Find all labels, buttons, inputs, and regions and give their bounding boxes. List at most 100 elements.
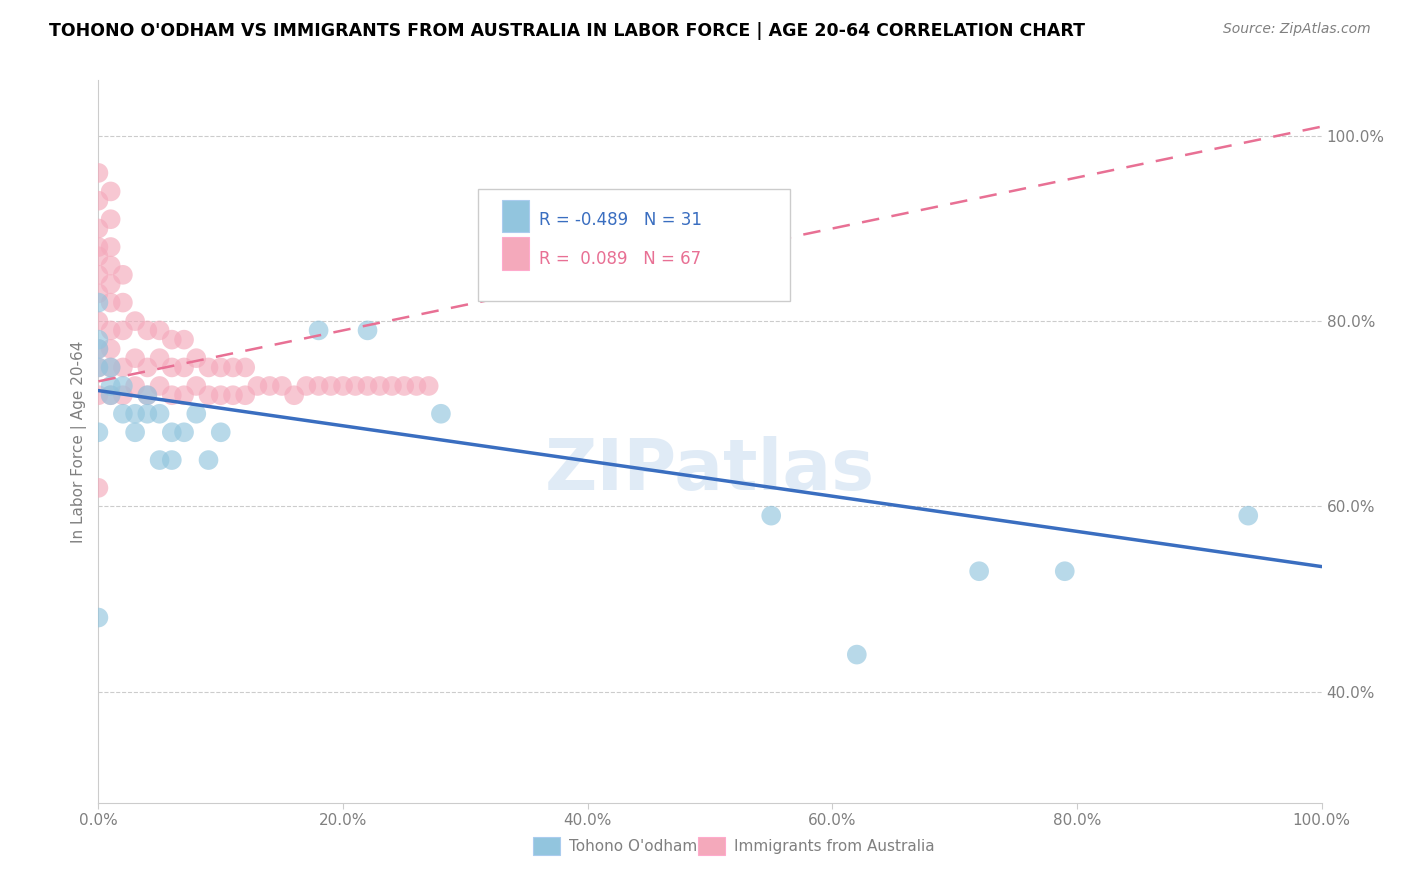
Point bbox=[149, 453, 172, 467]
Point bbox=[197, 388, 219, 402]
Point bbox=[100, 379, 122, 393]
Point bbox=[100, 240, 122, 254]
Point bbox=[308, 323, 330, 337]
Point bbox=[124, 314, 146, 328]
Point bbox=[149, 379, 172, 393]
Point bbox=[233, 388, 256, 402]
Point bbox=[160, 388, 183, 402]
Point bbox=[124, 351, 146, 366]
Point bbox=[100, 323, 122, 337]
Text: R = -0.489   N = 31: R = -0.489 N = 31 bbox=[538, 211, 702, 228]
Point bbox=[160, 360, 183, 375]
Point bbox=[149, 351, 172, 366]
Point bbox=[308, 379, 330, 393]
Point bbox=[87, 360, 110, 375]
Bar bbox=[533, 838, 560, 855]
Point bbox=[186, 379, 208, 393]
Point bbox=[209, 425, 232, 440]
Point bbox=[173, 425, 195, 440]
Point bbox=[100, 185, 122, 199]
Point bbox=[87, 481, 110, 495]
Point bbox=[87, 425, 110, 440]
Point bbox=[136, 360, 159, 375]
Point bbox=[87, 333, 110, 347]
Point bbox=[111, 360, 134, 375]
Point bbox=[149, 407, 172, 421]
Point bbox=[173, 388, 195, 402]
Point bbox=[87, 166, 110, 180]
Point bbox=[136, 407, 159, 421]
Point bbox=[259, 379, 281, 393]
Point bbox=[270, 379, 294, 393]
Y-axis label: In Labor Force | Age 20-64: In Labor Force | Age 20-64 bbox=[72, 341, 87, 542]
Point bbox=[136, 388, 159, 402]
Point bbox=[368, 379, 391, 393]
Point bbox=[186, 407, 208, 421]
FancyBboxPatch shape bbox=[478, 189, 790, 301]
Point bbox=[100, 295, 122, 310]
Point bbox=[87, 221, 110, 235]
Point bbox=[222, 388, 245, 402]
Point bbox=[160, 453, 183, 467]
Point bbox=[136, 323, 159, 337]
Point bbox=[87, 360, 110, 375]
Point bbox=[111, 379, 134, 393]
Point bbox=[111, 323, 134, 337]
Point bbox=[160, 425, 183, 440]
Point bbox=[111, 295, 134, 310]
Text: Immigrants from Australia: Immigrants from Australia bbox=[734, 838, 935, 854]
Bar bbox=[697, 838, 724, 855]
Point bbox=[100, 360, 122, 375]
Point bbox=[405, 379, 427, 393]
Point bbox=[356, 323, 378, 337]
Point bbox=[87, 240, 110, 254]
Point bbox=[222, 360, 245, 375]
Point bbox=[283, 388, 305, 402]
Text: Tohono O'odham: Tohono O'odham bbox=[569, 838, 697, 854]
Point bbox=[967, 564, 990, 578]
Point bbox=[246, 379, 269, 393]
Point bbox=[87, 610, 110, 624]
Point bbox=[87, 388, 110, 402]
Point bbox=[173, 333, 195, 347]
Point bbox=[87, 249, 110, 263]
Point bbox=[100, 277, 122, 291]
Point bbox=[136, 388, 159, 402]
Text: TOHONO O'ODHAM VS IMMIGRANTS FROM AUSTRALIA IN LABOR FORCE | AGE 20-64 CORRELATI: TOHONO O'ODHAM VS IMMIGRANTS FROM AUSTRA… bbox=[49, 22, 1085, 40]
Point bbox=[381, 379, 404, 393]
Point bbox=[100, 388, 122, 402]
Point bbox=[100, 259, 122, 273]
Point bbox=[124, 425, 146, 440]
Point bbox=[209, 360, 232, 375]
Point bbox=[100, 360, 122, 375]
Point bbox=[173, 360, 195, 375]
Point bbox=[761, 508, 783, 523]
Point bbox=[295, 379, 318, 393]
Point bbox=[87, 342, 110, 356]
Point bbox=[845, 648, 868, 662]
Point bbox=[197, 360, 219, 375]
Point bbox=[87, 342, 110, 356]
Point bbox=[197, 453, 219, 467]
Bar bbox=[502, 200, 529, 233]
Point bbox=[356, 379, 378, 393]
Point bbox=[100, 388, 122, 402]
Text: R =  0.089   N = 67: R = 0.089 N = 67 bbox=[538, 251, 702, 268]
Point bbox=[111, 388, 134, 402]
Point bbox=[100, 342, 122, 356]
Point bbox=[430, 407, 453, 421]
Point bbox=[392, 379, 416, 393]
Point bbox=[1237, 508, 1260, 523]
Point bbox=[160, 333, 183, 347]
Point bbox=[111, 268, 134, 282]
Point bbox=[100, 212, 122, 227]
Point bbox=[1053, 564, 1076, 578]
Point bbox=[87, 194, 110, 208]
Point bbox=[124, 379, 146, 393]
Point bbox=[124, 407, 146, 421]
Point bbox=[233, 360, 256, 375]
Point bbox=[319, 379, 342, 393]
Point bbox=[344, 379, 367, 393]
Point bbox=[149, 323, 172, 337]
Text: ZIPatlas: ZIPatlas bbox=[546, 436, 875, 505]
